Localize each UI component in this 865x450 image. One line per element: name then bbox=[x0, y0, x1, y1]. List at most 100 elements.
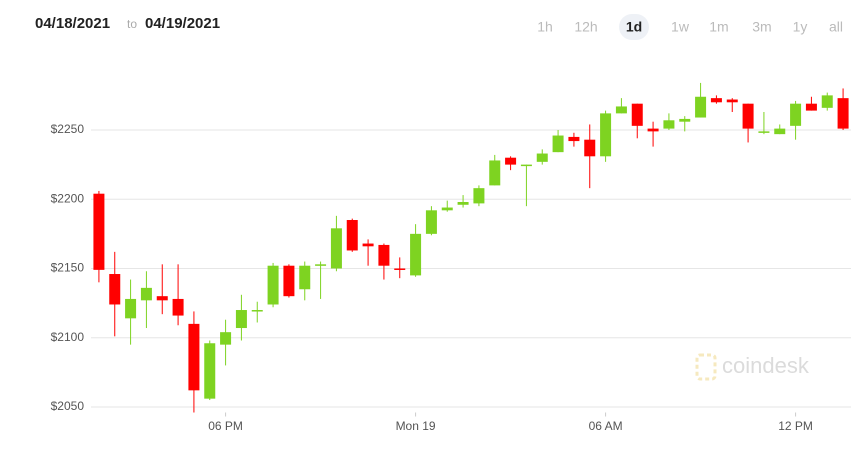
range-button[interactable]: all bbox=[829, 19, 843, 35]
candle-body bbox=[520, 164, 532, 167]
candle-body bbox=[647, 128, 659, 132]
candle bbox=[774, 124, 786, 135]
candle-body bbox=[505, 157, 517, 165]
watermark: coindesk bbox=[722, 353, 810, 378]
candle-body bbox=[473, 188, 485, 204]
x-tick-label: Mon 19 bbox=[396, 419, 436, 433]
candle bbox=[220, 319, 232, 366]
candle-body bbox=[584, 139, 596, 157]
candle bbox=[584, 124, 596, 189]
end-date: 04/19/2021 bbox=[145, 15, 220, 32]
candle bbox=[536, 149, 548, 165]
candle bbox=[188, 311, 200, 413]
candle bbox=[172, 264, 184, 326]
candle bbox=[742, 103, 754, 143]
candle-body bbox=[267, 265, 279, 305]
candle bbox=[505, 156, 517, 171]
candle-body bbox=[457, 202, 469, 205]
candle bbox=[346, 218, 358, 252]
candle-body bbox=[726, 99, 738, 103]
x-tick-label: 12 PM bbox=[778, 419, 813, 433]
range-button[interactable]: 1h bbox=[537, 19, 553, 35]
candle bbox=[315, 261, 327, 299]
candle-body bbox=[220, 332, 232, 345]
candle-body bbox=[410, 233, 422, 276]
candle-body bbox=[568, 136, 580, 142]
candle-body bbox=[315, 264, 327, 266]
y-tick-label: $2250 bbox=[51, 122, 85, 136]
candle bbox=[663, 113, 675, 130]
candle bbox=[457, 195, 469, 208]
coindesk-logo: coindesk bbox=[695, 353, 810, 381]
y-tick-label: $2200 bbox=[51, 191, 85, 205]
candle-body bbox=[235, 310, 247, 329]
candle-body bbox=[140, 287, 152, 301]
candle bbox=[837, 88, 849, 130]
candle-body bbox=[837, 98, 849, 129]
candle bbox=[600, 110, 612, 162]
logo-icon bbox=[695, 353, 717, 381]
candle bbox=[726, 98, 738, 112]
y-tick-label: $2050 bbox=[51, 399, 85, 413]
candle bbox=[441, 200, 453, 212]
candle-body bbox=[805, 103, 817, 111]
candle-body bbox=[679, 118, 691, 122]
candle-body bbox=[109, 274, 121, 305]
range-button[interactable]: 12h bbox=[574, 19, 597, 35]
candle-body bbox=[758, 131, 770, 133]
candle-body bbox=[346, 220, 358, 251]
y-tick-label: $2150 bbox=[51, 261, 85, 275]
candle bbox=[267, 262, 279, 308]
candle-body bbox=[710, 98, 722, 103]
candle bbox=[568, 132, 580, 147]
candle bbox=[156, 264, 168, 315]
candle-body bbox=[362, 243, 374, 247]
candle-body bbox=[600, 113, 612, 157]
candle-body bbox=[251, 310, 263, 312]
candle-body bbox=[631, 103, 643, 126]
candle-body bbox=[615, 106, 627, 114]
candle bbox=[473, 185, 485, 207]
x-tick-label: 06 AM bbox=[589, 419, 623, 433]
range-button[interactable]: 1w bbox=[671, 19, 690, 35]
candle-body bbox=[821, 95, 833, 108]
candle bbox=[615, 98, 627, 114]
candle-body bbox=[283, 265, 295, 297]
range-selected-bg bbox=[619, 14, 649, 40]
candle bbox=[631, 103, 643, 139]
candle bbox=[378, 243, 390, 280]
candle bbox=[204, 340, 216, 401]
candle-body bbox=[790, 103, 802, 126]
x-tick-label: 06 PM bbox=[208, 419, 243, 433]
candle-body bbox=[695, 96, 707, 118]
candle bbox=[790, 100, 802, 140]
candle-body bbox=[489, 160, 501, 186]
range-button[interactable]: 1y bbox=[793, 19, 808, 35]
candle bbox=[251, 301, 263, 323]
candle-body bbox=[93, 193, 105, 270]
range-button[interactable]: 1m bbox=[709, 19, 728, 35]
candle bbox=[489, 154, 501, 186]
candle-body bbox=[156, 296, 168, 301]
candle-body bbox=[394, 268, 406, 270]
candle-body bbox=[742, 103, 754, 129]
candle-body bbox=[125, 298, 137, 319]
candle-body bbox=[299, 265, 311, 290]
range-button[interactable]: 3m bbox=[752, 19, 771, 35]
date-separator: to bbox=[127, 17, 137, 31]
candle bbox=[283, 264, 295, 298]
candle bbox=[425, 206, 437, 236]
start-date: 04/18/2021 bbox=[35, 15, 110, 32]
candle-body bbox=[378, 244, 390, 266]
candle bbox=[805, 96, 817, 111]
candle-body bbox=[172, 298, 184, 316]
candle bbox=[679, 116, 691, 132]
candle bbox=[109, 251, 121, 337]
candle bbox=[821, 92, 833, 111]
candle bbox=[93, 190, 105, 283]
candle bbox=[235, 294, 247, 341]
candle bbox=[758, 111, 770, 135]
range-button[interactable]: 1d bbox=[626, 19, 642, 35]
y-tick-label: $2100 bbox=[51, 330, 85, 344]
